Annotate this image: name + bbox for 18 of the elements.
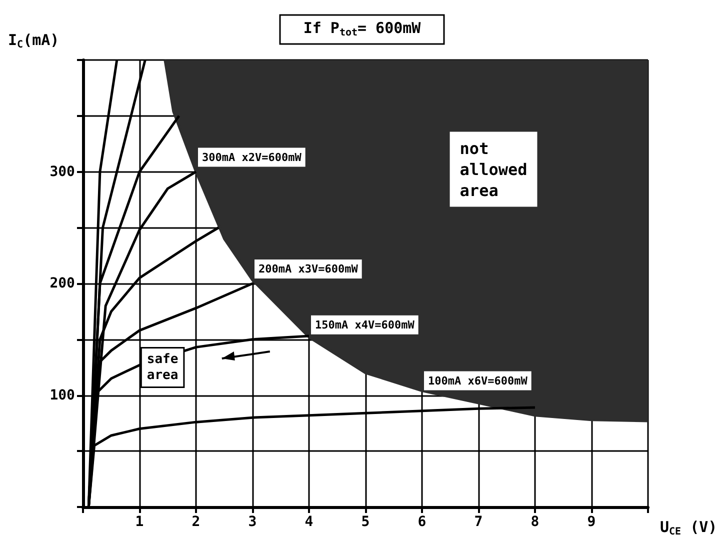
x-tick-label: 8 xyxy=(530,514,540,530)
annotation: safe area xyxy=(146,352,178,384)
x-tick-label: 6 xyxy=(418,514,426,530)
y-tick-label: 100 xyxy=(50,387,75,404)
x-tick-label: 3 xyxy=(248,514,257,530)
annotation: 150mA x4V=600mW xyxy=(315,318,415,332)
x-tick-label: 9 xyxy=(587,514,596,530)
y-tick-label: 200 xyxy=(50,276,75,292)
y-tick-label: 300 xyxy=(50,164,75,180)
annotation: 300mA x2V=600mW xyxy=(202,150,302,164)
annotation: not allowed area xyxy=(460,138,528,200)
annotation: 100mA x6V=600mW xyxy=(428,374,528,388)
annotation: 200mA x3V=600mW xyxy=(258,262,358,276)
x-tick-label: 4 xyxy=(304,514,314,530)
x-tick-label: 7 xyxy=(474,514,483,530)
x-tick-label: 1 xyxy=(135,514,144,530)
x-tick-label: 5 xyxy=(361,514,370,530)
x-tick-label: 2 xyxy=(192,514,200,530)
